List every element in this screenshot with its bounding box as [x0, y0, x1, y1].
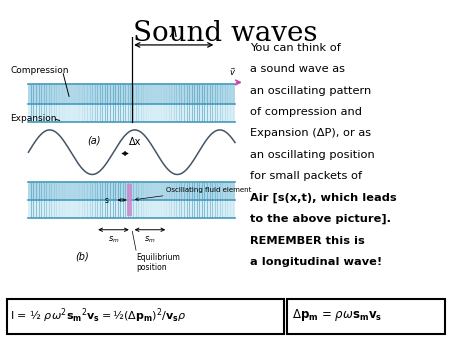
- Text: I = ½ $\rho\omega^2\mathbf{s_m}^2\mathbf{v_s}$$ = ½(\Delta\mathbf{p_m})^2/\mathb: I = ½ $\rho\omega^2\mathbf{s_m}^2\mathbf…: [10, 306, 187, 324]
- Bar: [7, 299, 284, 334]
- Text: Equilibrium
position: Equilibrium position: [137, 253, 180, 272]
- Text: an oscillating position: an oscillating position: [250, 150, 374, 160]
- Text: Expansion (ΔP), or as: Expansion (ΔP), or as: [250, 128, 371, 139]
- Bar: [287, 299, 445, 334]
- Bar: [28, 104, 235, 122]
- Text: $s_m$: $s_m$: [108, 235, 119, 245]
- Text: $\Delta\mathbf{p_m}$ = $\rho\omega\mathbf{s_m}\mathbf{v_s}$: $\Delta\mathbf{p_m}$ = $\rho\omega\mathb…: [292, 307, 382, 323]
- Text: λ: λ: [170, 26, 178, 40]
- Bar: [28, 84, 235, 104]
- Text: Air [s(x,t), which leads: Air [s(x,t), which leads: [250, 193, 396, 203]
- Text: to the above picture].: to the above picture].: [250, 214, 391, 224]
- Text: (b): (b): [75, 251, 89, 262]
- Text: Δx: Δx: [129, 137, 142, 147]
- Text: for small packets of: for small packets of: [250, 171, 362, 181]
- Text: Sound waves: Sound waves: [133, 20, 317, 47]
- Text: Expansion: Expansion: [10, 114, 57, 123]
- Text: a longitudinal wave!: a longitudinal wave!: [250, 257, 382, 267]
- Text: s: s: [105, 195, 108, 204]
- Text: Compression: Compression: [10, 66, 69, 75]
- Text: You can think of: You can think of: [250, 43, 341, 53]
- Text: an oscillating pattern: an oscillating pattern: [250, 86, 371, 96]
- Text: (a): (a): [87, 135, 101, 145]
- Text: Oscillating fluid element: Oscillating fluid element: [135, 187, 251, 200]
- Text: $\vec{v}$: $\vec{v}$: [229, 66, 236, 78]
- Text: a sound wave as: a sound wave as: [250, 64, 345, 74]
- Bar: [126, 184, 132, 216]
- Bar: [28, 182, 235, 200]
- Text: $s_m$: $s_m$: [144, 235, 156, 245]
- Text: of compression and: of compression and: [250, 107, 362, 117]
- Bar: [28, 200, 235, 218]
- Text: REMEMBER this is: REMEMBER this is: [250, 236, 364, 245]
